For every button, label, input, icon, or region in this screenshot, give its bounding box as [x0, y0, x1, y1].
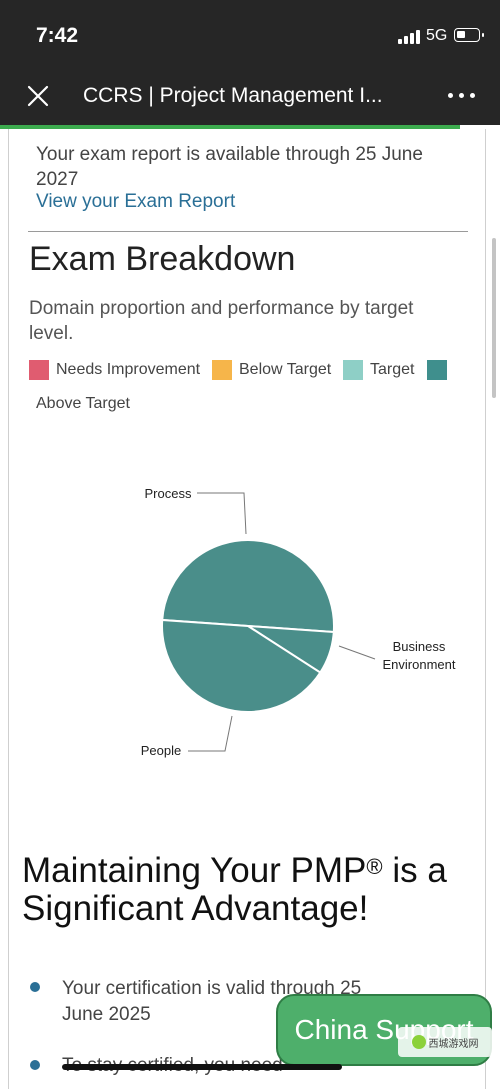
pie-leader-line: [188, 716, 232, 751]
legend-label-needs-improvement: Needs Improvement: [56, 361, 200, 379]
bullet-icon: [30, 1060, 40, 1070]
legend-swatch-needs-improvement: [29, 360, 49, 380]
pie-leader-line: [197, 493, 246, 534]
close-icon[interactable]: [26, 84, 50, 108]
network-type: 5G: [426, 27, 447, 45]
registered-mark: ®: [366, 854, 382, 879]
more-options-icon[interactable]: [448, 93, 476, 99]
cellular-signal-icon: [398, 28, 422, 44]
pie-label-people: People: [141, 743, 181, 758]
status-time: 7:42: [36, 24, 78, 48]
legend-swatch-above-target: [427, 360, 447, 380]
exam-report-availability: Your exam report is available through 25…: [36, 142, 466, 192]
divider: [28, 231, 468, 232]
pie-label-process: Process: [145, 486, 192, 501]
view-exam-report-link[interactable]: View your Exam Report: [36, 191, 235, 213]
bullet-icon: [30, 982, 40, 992]
pie-leader-line: [339, 646, 375, 659]
exam-breakdown-description: Domain proportion and performance by tar…: [29, 296, 459, 346]
legend-label-above-target: Above Target: [36, 395, 130, 413]
legend-swatch-target: [343, 360, 363, 380]
legend-label-below-target: Below Target: [239, 361, 331, 379]
home-indicator: [62, 1064, 342, 1070]
maintain-title-part1: Maintaining Your PMP: [22, 851, 366, 890]
app-header: 7:42 5G CCRS | Project Management I...: [0, 0, 500, 125]
watermark-text: 西城游戏网: [429, 1035, 479, 1050]
exam-breakdown-pie-chart: Process Business Environment People: [0, 470, 500, 790]
legend-label-target: Target: [370, 361, 414, 379]
legend-swatch-below-target: [212, 360, 232, 380]
pie-label-business-environment: Business Environment: [383, 639, 456, 672]
pie-slice-process: [162, 540, 334, 632]
maintain-pmp-heading: Maintaining Your PMP® is a Significant A…: [22, 852, 482, 928]
watermark-logo: 西城游戏网: [398, 1027, 492, 1057]
scrollbar[interactable]: [492, 238, 496, 398]
exam-breakdown-heading: Exam Breakdown: [29, 240, 295, 279]
page-title: CCRS | Project Management I...: [83, 84, 423, 108]
battery-icon: [454, 28, 480, 42]
